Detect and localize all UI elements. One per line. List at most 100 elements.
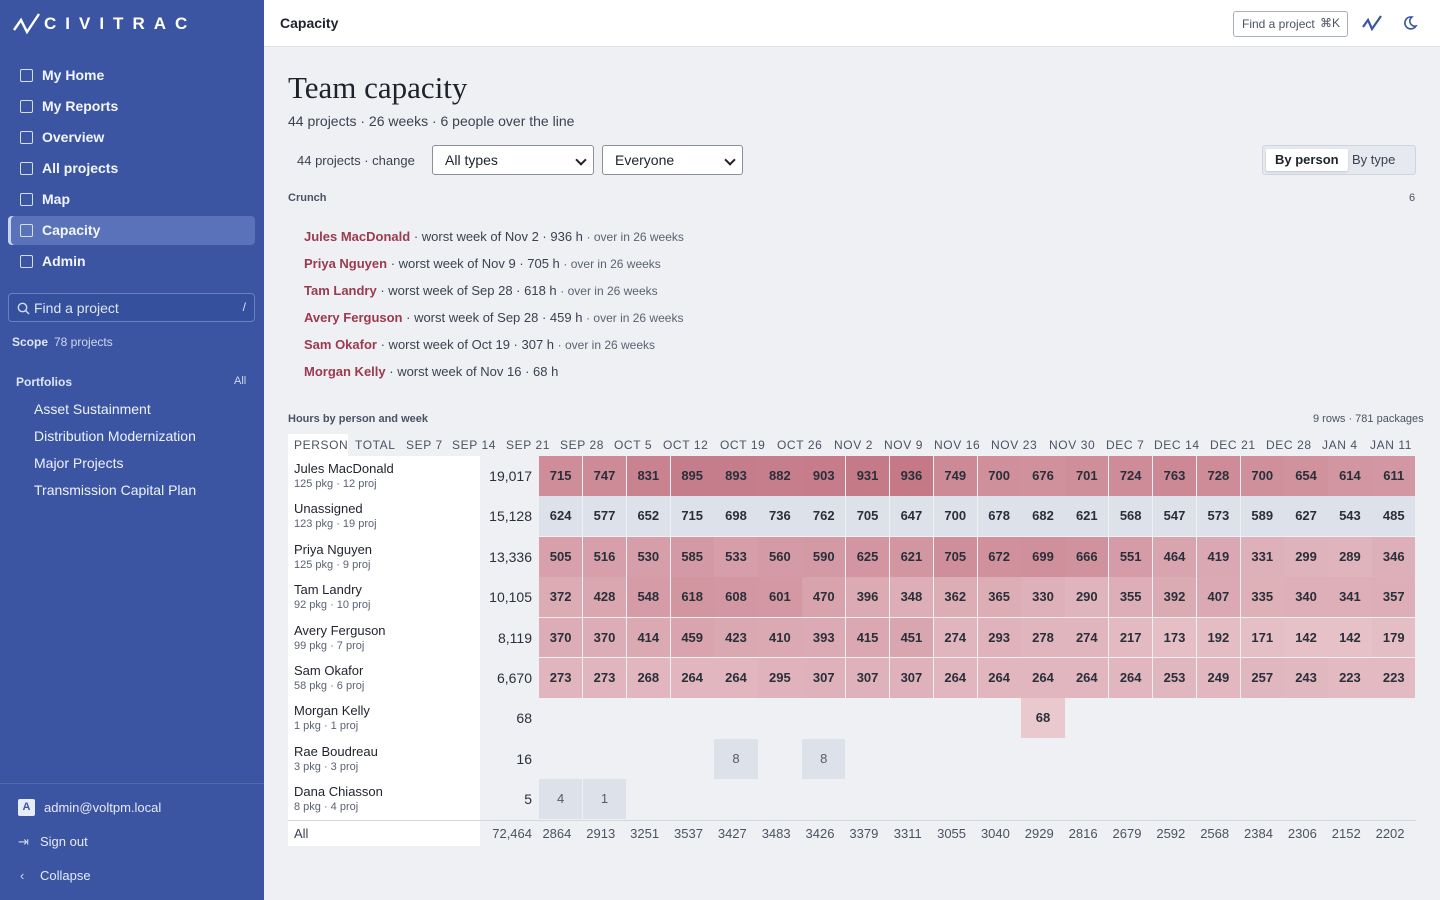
type-select[interactable]: All types [432, 145, 594, 175]
person-name[interactable]: Avery Ferguson [294, 622, 386, 638]
row-total: 8,119 [498, 629, 532, 646]
hours-cell: 341 [1328, 577, 1372, 617]
hours-cell: 547 [1152, 496, 1197, 537]
hours-cell: 307 [845, 658, 890, 698]
crunch-name[interactable]: Avery Ferguson [304, 310, 403, 325]
crunch-name[interactable]: Sam Okafor [304, 337, 377, 352]
person-cell: Tam Landry 92 pkg · 10 proj [288, 577, 480, 619]
crunch-count: 6 [1409, 192, 1416, 204]
person-cell: Unassigned 123 pkg · 19 proj [288, 496, 480, 538]
hours-cell: 654 [1284, 456, 1328, 496]
hours-cell: 274 [1065, 617, 1109, 658]
hours-cell: 249 [1196, 658, 1240, 698]
hours-cell: 627 [1284, 496, 1328, 537]
hours-cell: 392 [1152, 577, 1197, 617]
hours-cell: 274 [933, 617, 977, 658]
column-header: SEP 28 [560, 438, 605, 452]
person-name[interactable]: Unassigned [294, 501, 363, 517]
portfolio-item[interactable]: Asset Sustainment [34, 401, 151, 417]
table-title: Hours by person and week [288, 413, 428, 425]
hours-cell: 763 [1152, 456, 1197, 496]
hours-cell: 192 [1196, 617, 1240, 658]
column-header: SEP 7 [406, 438, 443, 452]
nav-item[interactable]: My Home [8, 61, 255, 90]
sign-out-icon: ⇥ [18, 834, 29, 849]
view-option[interactable]: By person [1266, 149, 1348, 171]
hours-cell: 264 [714, 658, 758, 698]
hours-cell: 451 [889, 617, 934, 658]
type-select-value: All types [445, 152, 498, 168]
nav-label: Map [42, 191, 70, 207]
portfolios-all[interactable]: All [234, 375, 247, 387]
portfolios-label: Portfolios [16, 375, 72, 389]
crunch-name[interactable]: Morgan Kelly [304, 364, 386, 379]
projects-change[interactable]: 44 projects · change [297, 153, 415, 168]
person-name[interactable]: Rae Boudreau [294, 743, 378, 759]
nav-label: Overview [42, 129, 105, 145]
person-name[interactable]: Jules MacDonald [294, 461, 394, 476]
search-shortcut: / [242, 300, 246, 314]
row-total: 19,017 [489, 468, 532, 484]
nav-item[interactable]: Map [8, 185, 255, 214]
crunch-name[interactable]: Jules MacDonald [304, 229, 411, 244]
portfolio-item[interactable]: Major Projects [34, 455, 124, 471]
nav-icon [20, 255, 33, 268]
column-header: JAN 4 [1322, 438, 1358, 452]
sign-out[interactable]: Sign out [40, 834, 88, 849]
nav-icon [20, 224, 33, 237]
nav-item[interactable]: Overview [8, 123, 255, 152]
hours-cell: 293 [977, 617, 1021, 658]
portfolio-item[interactable]: Distribution Modernization [34, 428, 196, 444]
hours-cell: 530 [626, 536, 670, 577]
column-header: TOTAL [355, 438, 396, 452]
person-name[interactable]: Priya Nguyen [294, 541, 373, 557]
hours-cell: 621 [1065, 496, 1109, 537]
crunch-name[interactable]: Priya Nguyen [304, 256, 388, 271]
hours-cell: 8 [802, 738, 846, 779]
nav-item[interactable]: Admin [8, 247, 255, 276]
portfolio-item[interactable]: Transmission Capital Plan [34, 482, 197, 498]
table-summary: 9 rows · 781 packages [1313, 413, 1424, 425]
sidebar-search[interactable]: Find a project / [8, 293, 255, 322]
column-header: NOV 16 [934, 438, 981, 452]
hours-cell: 362 [933, 577, 977, 617]
view-option[interactable]: By type [1352, 152, 1396, 167]
hours-cell: 516 [582, 536, 627, 577]
person-name[interactable]: Morgan Kelly [294, 703, 370, 719]
person-name[interactable]: Sam Okafor [294, 663, 364, 678]
crunch-name[interactable]: Tam Landry [304, 283, 377, 298]
hours-cell: 533 [714, 536, 758, 577]
topbar-search[interactable]: Find a project ⌘K [1233, 11, 1348, 37]
hours-cell: 217 [1109, 617, 1153, 658]
brand: CIVITRAC [44, 14, 197, 33]
footer-hours: 3251 [630, 825, 660, 841]
nav-item[interactable]: Capacity [8, 216, 255, 245]
pulse-icon[interactable] [1362, 14, 1382, 32]
theme-icon[interactable] [1402, 15, 1418, 31]
crunch-note: · over in 26 weeks [563, 257, 661, 271]
page-title: Team capacity [288, 70, 468, 105]
collapse[interactable]: Collapse [40, 868, 91, 883]
crunch-detail: · worst week of Sep 28 · 459 h [406, 310, 583, 325]
column-header: DEC 7 [1106, 438, 1145, 452]
column-header: PERSON [294, 438, 349, 452]
person-name[interactable]: Dana Chiasson [294, 784, 383, 800]
hours-cell: 590 [802, 536, 846, 577]
page-subtitle: 44 projects · 26 weeks · 6 people over t… [288, 113, 575, 129]
nav-item[interactable]: All projects [8, 154, 255, 183]
hours-cell: 290 [1065, 577, 1109, 617]
footer-hours: 2816 [1068, 825, 1098, 841]
person-name[interactable]: Tam Landry [294, 582, 362, 598]
hours-cell: 666 [1065, 536, 1109, 577]
hours-cell: 428 [582, 577, 627, 617]
footer-hours: 3537 [674, 825, 703, 841]
people-select[interactable]: Everyone [602, 145, 743, 175]
nav-item[interactable]: My Reports [8, 92, 255, 121]
footer-total: 72,464 [492, 825, 532, 841]
footer-hours: 2202 [1375, 825, 1405, 841]
hours-cell: 647 [889, 496, 934, 537]
footer-hours: 3379 [849, 825, 879, 841]
hours-cell: 423 [714, 617, 758, 658]
hours-cell: 736 [758, 496, 802, 537]
